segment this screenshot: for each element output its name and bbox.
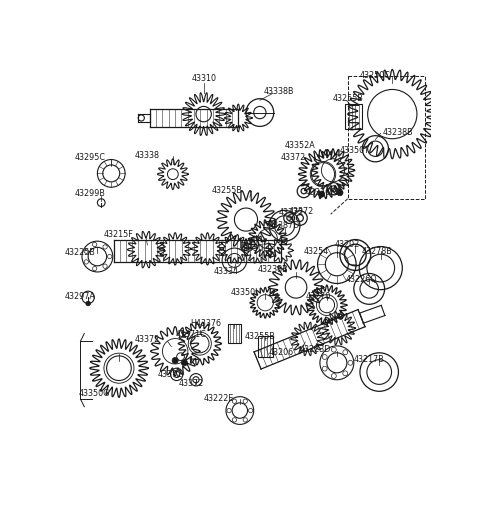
Text: 43352A: 43352A (285, 141, 315, 150)
Text: 43299B: 43299B (75, 189, 106, 198)
Text: 43350L: 43350L (238, 243, 268, 252)
Text: 43295C: 43295C (75, 153, 106, 162)
Text: 43297A: 43297A (65, 291, 96, 300)
Text: 43254: 43254 (304, 246, 329, 256)
Text: 43206: 43206 (269, 347, 294, 356)
Text: 43255B: 43255B (332, 94, 363, 103)
Text: 43350G: 43350G (78, 388, 109, 398)
Text: 43250C: 43250C (360, 70, 391, 79)
Text: 43372: 43372 (134, 335, 159, 344)
Text: 43225B: 43225B (65, 247, 96, 256)
Bar (348, 76, 425, 200)
Circle shape (86, 302, 90, 306)
Text: 43387D: 43387D (269, 220, 300, 229)
Text: 43372: 43372 (178, 378, 204, 387)
Text: 43238B: 43238B (258, 264, 288, 273)
Bar (345, 105, 362, 129)
Text: 43372: 43372 (288, 207, 313, 215)
Text: 43338: 43338 (134, 150, 159, 159)
Bar (258, 336, 273, 358)
Text: 43202: 43202 (335, 240, 360, 248)
Circle shape (318, 192, 324, 198)
Text: 43215F: 43215F (104, 230, 133, 239)
Circle shape (172, 358, 178, 364)
Circle shape (337, 190, 343, 196)
Text: 43334: 43334 (214, 266, 239, 275)
Text: 43217B: 43217B (354, 355, 384, 364)
Circle shape (181, 360, 188, 366)
Text: 43350J: 43350J (230, 287, 258, 296)
Text: 43238B: 43238B (383, 127, 414, 136)
Text: 43338B: 43338B (264, 88, 294, 96)
Text: 43255B: 43255B (211, 186, 242, 194)
Text: 43372: 43372 (278, 208, 303, 217)
Text: 43350T: 43350T (340, 146, 370, 155)
Text: 43270: 43270 (306, 292, 331, 301)
Text: 43223D: 43223D (300, 345, 331, 354)
Bar (228, 324, 241, 344)
Text: 43255B: 43255B (244, 332, 276, 341)
Text: 43222E: 43222E (204, 393, 234, 402)
Text: H43376: H43376 (191, 318, 222, 327)
Text: 43376C: 43376C (306, 187, 337, 196)
Text: 43371C: 43371C (175, 329, 206, 338)
Text: 43226Q: 43226Q (346, 274, 378, 283)
Text: 43278B: 43278B (361, 246, 392, 256)
Text: 43310: 43310 (192, 73, 217, 82)
Text: 43372: 43372 (281, 153, 306, 162)
Text: 43372: 43372 (157, 370, 183, 378)
